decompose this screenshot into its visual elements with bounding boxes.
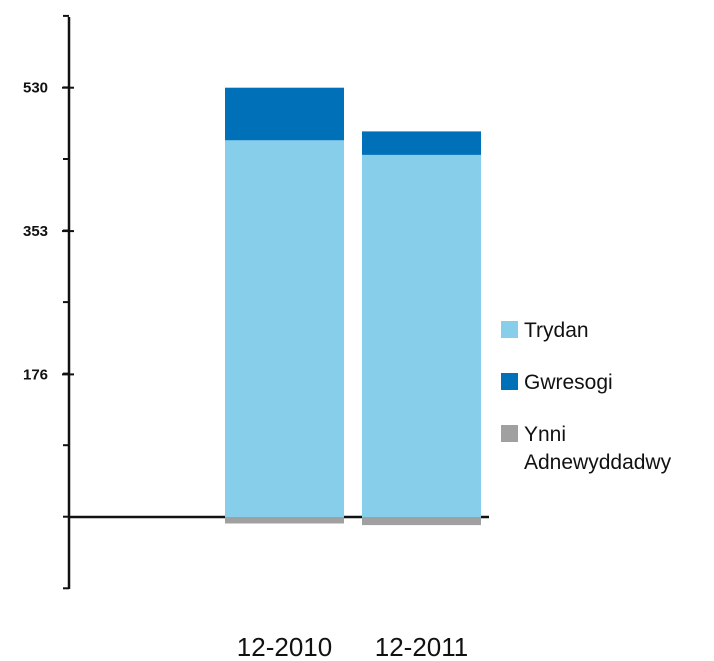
legend-label: Trydan: [524, 319, 589, 342]
y-axis-tick-label: 176: [23, 366, 48, 383]
bar-segment: [362, 517, 481, 526]
legend-label: Adnewyddadwy: [524, 451, 672, 474]
legend-swatch: [501, 425, 518, 442]
y-axis-ticks: 176 353 530: [23, 14, 74, 590]
legend-swatch: [501, 373, 518, 390]
x-axis-category-label: 12-2010: [237, 632, 332, 661]
legend: Trydan Gwresogi Ynni Adnewyddadwy: [501, 319, 672, 474]
y-axis-tick-label: 530: [23, 80, 48, 97]
legend-label: Gwresogi: [524, 371, 613, 394]
y-axis-tick-label: 353: [23, 223, 48, 240]
legend-swatch: [501, 321, 518, 338]
bar-segment: [362, 131, 481, 155]
x-axis-category-label: 12-2011: [375, 632, 469, 661]
bar-segment: [225, 87, 344, 141]
bars: [225, 87, 481, 526]
x-axis-category-labels: 12-2010 12-2011: [237, 632, 468, 661]
bar-segment: [225, 517, 344, 524]
legend-label: Ynni: [524, 423, 566, 446]
bar-segment: [225, 140, 344, 518]
bar-segment: [362, 154, 481, 517]
